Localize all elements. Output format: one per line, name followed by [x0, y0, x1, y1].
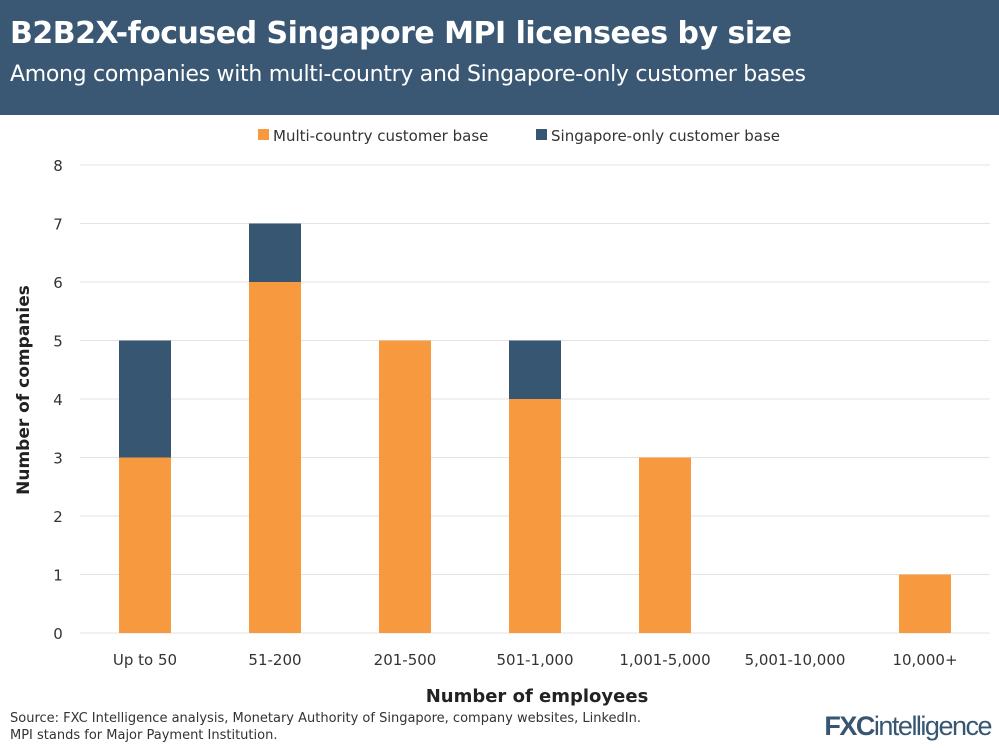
- header: B2B2X-focused Singapore MPI licensees by…: [0, 0, 999, 115]
- legend-swatch: [536, 129, 547, 140]
- x-tick-label: Up to 50: [113, 651, 177, 669]
- legend: Multi-country customer base Singapore-onl…: [258, 127, 780, 145]
- legend-label: Multi-country customer base: [273, 127, 488, 145]
- bar-multi-country: [509, 399, 561, 633]
- x-tick-label: 5,001-10,000: [745, 651, 846, 669]
- y-tick-label: 5: [53, 333, 63, 351]
- source-text: Source: FXC Intelligence analysis, Monet…: [10, 711, 641, 726]
- fxc-logo: FXCintelligence: [824, 711, 992, 741]
- y-axis-label: Number of companies: [14, 285, 34, 495]
- x-tick-labels: Up to 50 51-200 201-500 501-1,000 1,001-5,00…: [113, 651, 958, 669]
- bar-multi-country: [379, 340, 431, 633]
- y-tick-label: 6: [53, 274, 63, 292]
- legend-swatch: [258, 129, 269, 140]
- y-tick-label: 7: [53, 216, 63, 234]
- bar-multi-country: [899, 574, 951, 633]
- bar-singapore-only: [119, 340, 171, 458]
- legend-label: Singapore-only customer base: [551, 127, 780, 145]
- y-tick-label: 4: [53, 391, 63, 409]
- bar-singapore-only: [509, 340, 561, 399]
- chart-title: B2B2X-focused Singapore MPI licensees by…: [10, 16, 792, 51]
- x-tick-label: 501-1,000: [497, 651, 574, 669]
- x-tick-label: 201-500: [374, 651, 437, 669]
- x-axis-label: Number of employees: [426, 686, 649, 707]
- y-tick-label: 8: [53, 157, 63, 175]
- y-tick-label: 0: [53, 625, 63, 643]
- bar-multi-country: [119, 457, 171, 633]
- y-tick-label: 3: [53, 450, 63, 468]
- bar-singapore-only: [249, 223, 301, 282]
- source-note: Source: FXC Intelligence analysis, Monet…: [10, 710, 641, 744]
- chart-subtitle: Among companies with multi-country and S…: [10, 62, 806, 87]
- footnote-text: MPI stands for Major Payment Institution…: [10, 728, 278, 743]
- x-tick-label: 10,000+: [892, 651, 957, 669]
- bar-multi-country: [249, 282, 301, 633]
- bars: [119, 223, 951, 633]
- y-tick-label: 1: [53, 567, 63, 585]
- y-tick-label: 2: [53, 508, 63, 526]
- x-tick-label: 51-200: [248, 651, 301, 669]
- bar-multi-country: [639, 457, 691, 633]
- x-tick-label: 1,001-5,000: [619, 651, 710, 669]
